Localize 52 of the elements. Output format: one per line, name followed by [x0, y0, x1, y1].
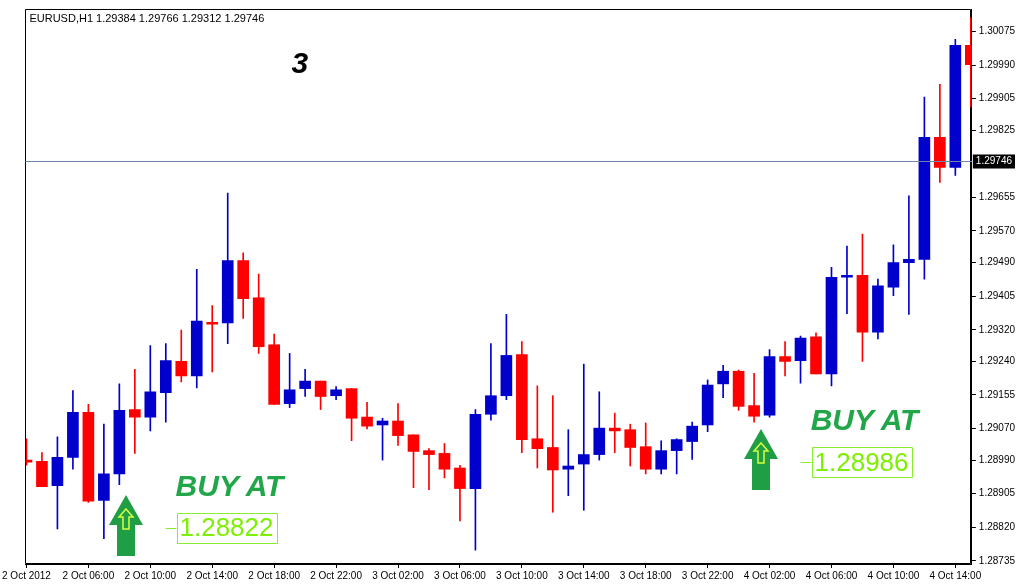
candlestick [841, 245, 853, 314]
y-tick-label: 1.29905 [978, 92, 1016, 104]
chart-title: EURUSD,H1 1.29384 1.29766 1.29312 1.29746 [29, 11, 265, 24]
y-tick-label: 1.28905 [978, 487, 1016, 499]
candlestick [562, 429, 575, 496]
x-tick-label: 4 Oct 02:00 [743, 569, 796, 581]
x-tick-label: 4 Oct 10:00 [867, 569, 920, 581]
x-tick-label: 3 Oct 18:00 [619, 569, 672, 581]
y-tick-label: 1.28990 [978, 453, 1016, 465]
y-tick-label: 1.29070 [978, 422, 1016, 434]
x-tick-label: 2 Oct 18:00 [248, 569, 301, 581]
y-tick-label: 1.30075 [978, 25, 1016, 37]
y-tick-label: 1.29655 [978, 191, 1016, 203]
candlestick [608, 412, 621, 453]
candlestick [129, 368, 141, 454]
x-tick-label: 2 Oct 10:00 [124, 569, 177, 581]
y-tick-label: 1.29155 [978, 388, 1016, 400]
y-tick-label: 1.29490 [978, 256, 1016, 268]
y-tick-label: 1.29570 [978, 224, 1016, 236]
x-tick-label: 2 Oct 2012 [2, 569, 52, 581]
x-tick-label: 2 Oct 22:00 [310, 569, 363, 581]
candlestick [423, 448, 435, 491]
y-tick-label: 1.29825 [978, 124, 1016, 136]
ref-line-label: 1.29746 [975, 155, 1013, 167]
candlestick [577, 363, 590, 511]
y-tick-label: 1.28735 [978, 554, 1016, 566]
y-tick-label: 1.29405 [978, 289, 1016, 301]
x-tick-label: 3 Oct 14:00 [557, 569, 611, 581]
candlestick [779, 341, 791, 377]
x-tick-label: 2 Oct 14:00 [186, 569, 239, 581]
candlestick [903, 195, 915, 315]
candlestick [98, 423, 110, 540]
annotation: BUY AT [810, 403, 922, 437]
candlestick [485, 343, 497, 421]
y-tick-label: 1.28820 [978, 521, 1016, 533]
candlestick [547, 395, 559, 513]
annotation: BUY AT [175, 468, 287, 502]
y-tick-label: 1.29320 [978, 323, 1016, 335]
x-tick-label: 3 Oct 22:00 [681, 569, 734, 581]
x-tick-label: 3 Oct 10:00 [496, 569, 549, 581]
x-tick-label: 2 Oct 06:00 [62, 569, 115, 581]
x-tick-label: 3 Oct 02:00 [372, 569, 425, 581]
y-tick-label: 1.29240 [978, 355, 1016, 367]
x-tick-label: 4 Oct 06:00 [805, 569, 858, 581]
candlestick [748, 372, 760, 423]
candlestick [206, 305, 219, 373]
x-tick-label: 3 Oct 06:00 [434, 569, 487, 581]
annotation: 1.28822 [179, 512, 274, 543]
y-tick-label: 1.29990 [978, 58, 1016, 70]
x-tick-label: 4 Oct 14:00 [929, 569, 982, 581]
annotation: 3 [291, 45, 309, 79]
annotation: 1.28986 [814, 446, 909, 477]
